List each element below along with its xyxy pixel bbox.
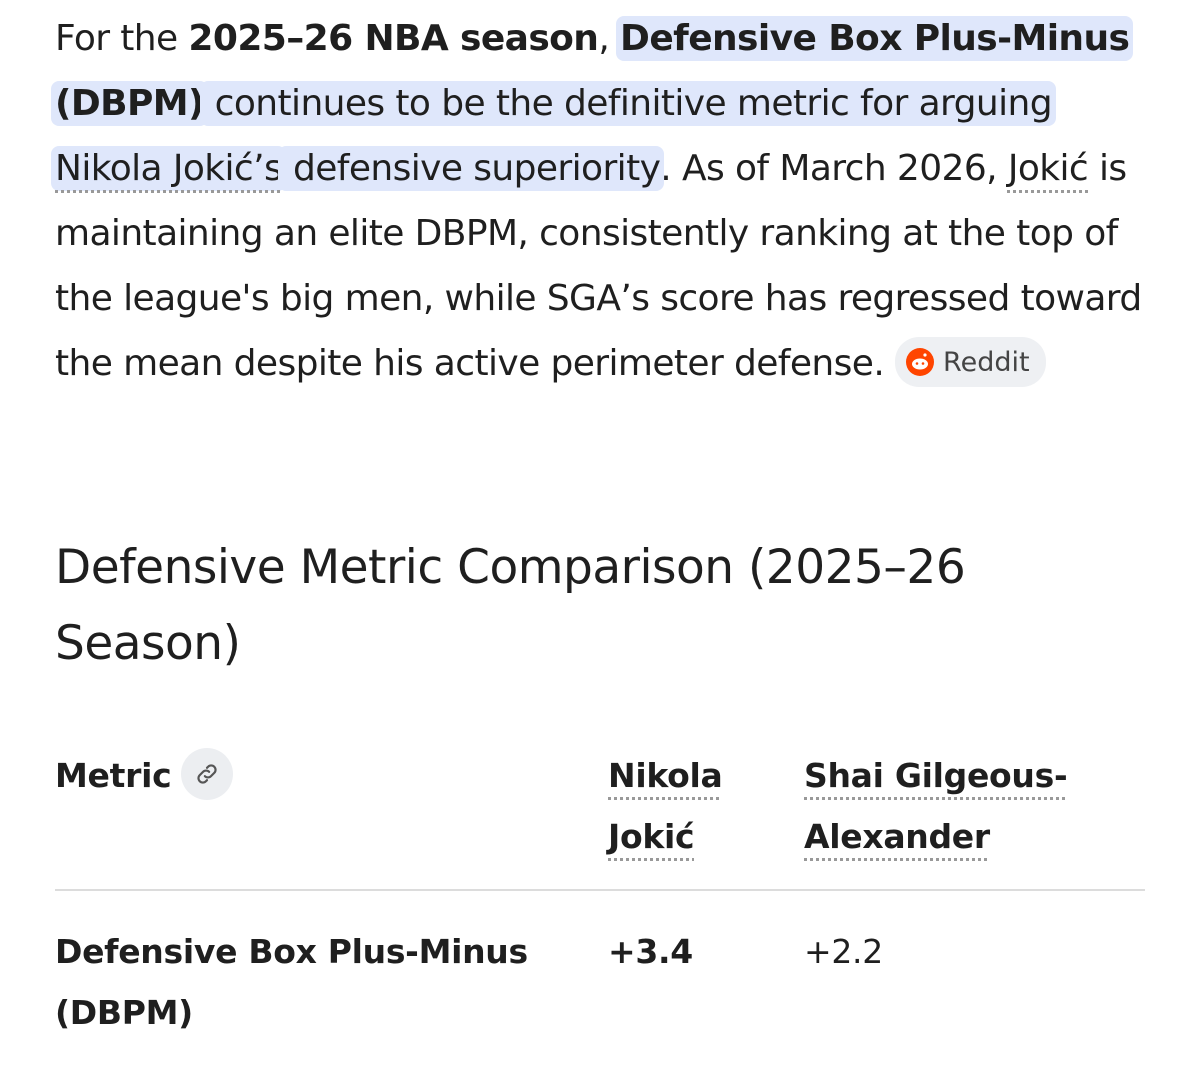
entity-link[interactable]: Jokić (1007, 148, 1089, 189)
source-label: Reddit (943, 346, 1030, 378)
comparison-table: Metric Nikola Jokić Shai Gilgeous-Alexan… (55, 745, 1145, 1043)
entity-link[interactable]: Nikola Jokić’s (51, 146, 287, 191)
header-cell: Shai Gilgeous-Alexander (804, 745, 1145, 891)
text-run: defensive superiority (278, 146, 665, 191)
text-run: . As of March 2026, (660, 148, 1008, 189)
header-cell: Nikola Jokić (608, 745, 804, 891)
text-run: is maintaining an elite DBPM, consistent… (55, 148, 1142, 384)
section-heading: Defensive Metric Comparison (2025–26 Sea… (55, 540, 966, 671)
header-text: Metric (55, 756, 172, 795)
text-run: For the (55, 18, 189, 59)
text-run: continues to be the definitive metric fo… (199, 81, 1056, 126)
table-row: Defensive Box Plus-Minus (DBPM) +3.4 +2.… (55, 890, 1145, 1043)
source-chip[interactable]: Reddit (895, 337, 1046, 387)
link-icon (197, 763, 217, 784)
cell: +3.4 (608, 932, 693, 971)
table-header-row: Metric Nikola Jokić Shai Gilgeous-Alexan… (55, 745, 1145, 891)
header-cell: Metric (55, 745, 608, 891)
text-run: 2025–26 NBA season (188, 18, 599, 59)
answer-paragraph: For the 2025–26 NBA season, Defensive Bo… (51, 6, 1165, 396)
cell: +2.2 (804, 932, 883, 971)
header-link[interactable]: Nikola Jokić (608, 756, 723, 856)
cell: Defensive Box Plus-Minus (DBPM) (55, 932, 528, 1032)
copy-link-button[interactable] (181, 747, 234, 800)
header-link[interactable]: Shai Gilgeous-Alexander (804, 756, 1068, 856)
text-run: , (598, 18, 621, 59)
reddit-icon (906, 348, 935, 376)
